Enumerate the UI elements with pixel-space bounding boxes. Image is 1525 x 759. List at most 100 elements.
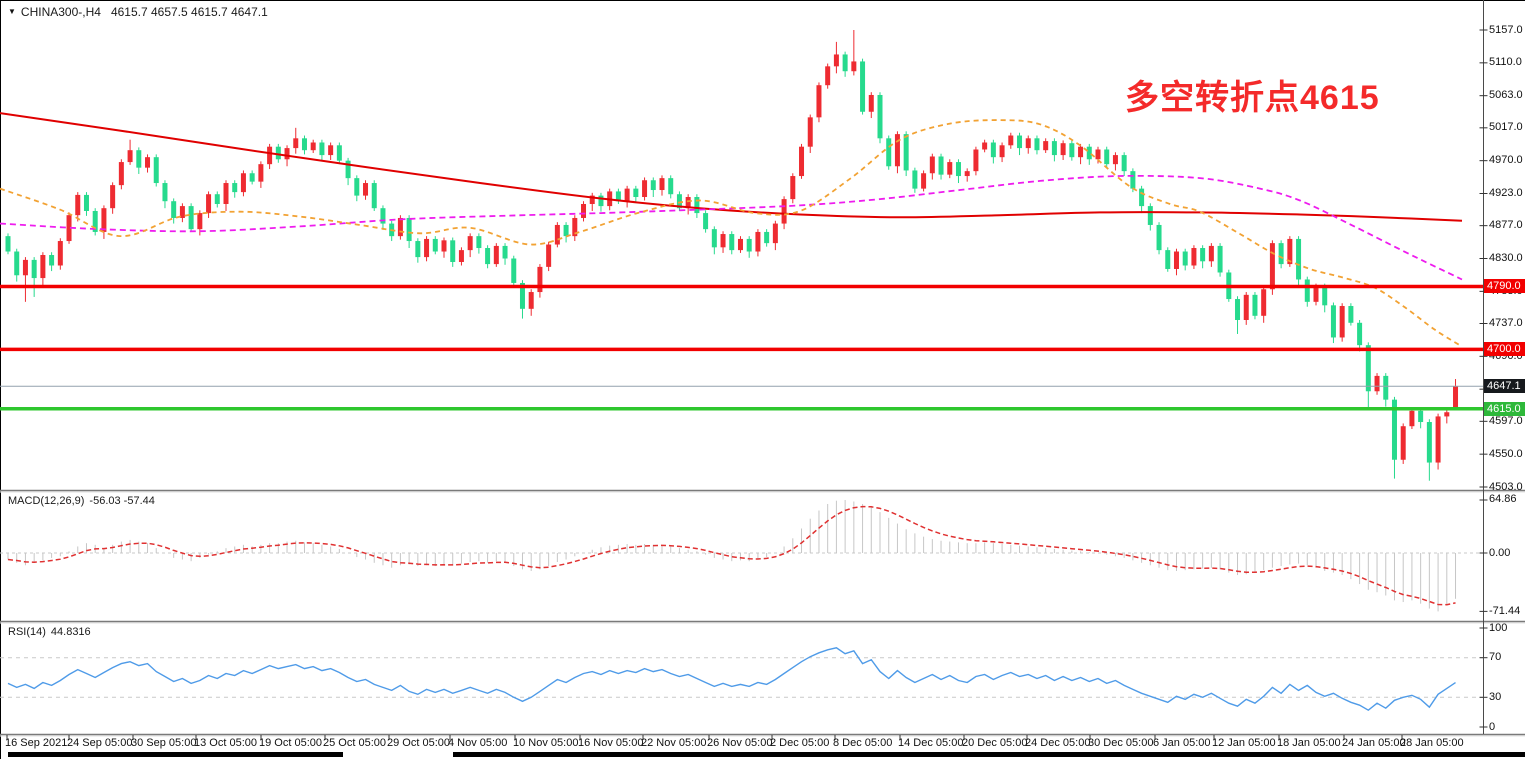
candle	[1296, 238, 1302, 280]
candle	[1374, 375, 1380, 392]
price-box-resistance-4700: 4700.0	[1484, 342, 1525, 357]
candle	[197, 213, 203, 230]
candle	[31, 259, 37, 279]
scrollbar-gap[interactable]	[343, 751, 453, 758]
annotation-text[interactable]: 多空转折点4615	[1125, 79, 1380, 117]
candle	[249, 173, 255, 182]
candle	[1287, 238, 1293, 265]
candle	[589, 195, 595, 204]
rsi-tick-70: 70	[1489, 651, 1502, 664]
candle	[807, 117, 813, 147]
candle	[493, 245, 499, 265]
candle	[1357, 322, 1363, 346]
candle	[1130, 171, 1136, 189]
candle	[83, 194, 89, 211]
candle	[40, 255, 46, 279]
candle	[1435, 416, 1441, 463]
price-box-support-4615: 4615.0	[1484, 401, 1525, 416]
candle	[511, 258, 517, 283]
time-label: 16 Sep 2021	[5, 737, 68, 749]
candle	[1217, 245, 1223, 273]
candle	[14, 251, 20, 276]
horizontal-scrollbar[interactable]	[8, 752, 1525, 757]
candle	[458, 250, 464, 262]
candle	[284, 148, 290, 160]
candle	[275, 146, 281, 160]
candle	[75, 194, 81, 216]
candle	[668, 178, 674, 195]
candle	[502, 245, 508, 259]
time-label: 6 Jan 05:00	[1153, 737, 1211, 749]
price-tick-5063.0: 5063.0	[1489, 89, 1523, 102]
candle	[1400, 426, 1406, 460]
time-label: 24 Jan 05:00	[1342, 737, 1406, 749]
candle	[1173, 251, 1179, 269]
price-tick-4737.0: 4737.0	[1489, 316, 1523, 329]
candle	[877, 94, 883, 139]
candle	[955, 162, 961, 177]
ma-line-mid_magenta	[0, 174, 1463, 281]
candle	[1104, 149, 1110, 165]
candle	[441, 240, 447, 252]
candle	[363, 183, 369, 196]
ma-line-fast_orange	[0, 119, 1463, 348]
time-label: 24 Sep 05:00	[67, 737, 133, 749]
candle	[1418, 410, 1424, 423]
candle	[406, 217, 412, 242]
candle	[737, 238, 743, 251]
candle	[1121, 155, 1127, 172]
candle	[1060, 143, 1066, 156]
time-label: 30 Dec 05:00	[1088, 737, 1154, 749]
candle	[633, 188, 639, 198]
candle	[1322, 286, 1328, 306]
candle	[694, 197, 700, 214]
time-label: 12 Jan 05:00	[1212, 737, 1276, 749]
time-label: 4 Nov 05:00	[448, 737, 508, 749]
candle	[22, 259, 28, 276]
candle	[127, 150, 133, 163]
candle	[624, 188, 630, 202]
price-tick-5157.0: 5157.0	[1489, 23, 1523, 36]
chart-title: ▼ CHINA300-,H4 4615.7 4657.5 4615.7 4647.1	[8, 5, 268, 19]
candle	[746, 238, 752, 252]
candle	[528, 292, 534, 309]
candle	[833, 54, 839, 67]
candle	[432, 238, 438, 252]
candle	[563, 224, 569, 237]
candle	[964, 171, 970, 177]
time-label: 16 Nov 05:00	[578, 737, 644, 749]
candle	[650, 180, 656, 191]
collapse-icon[interactable]: ▼	[8, 7, 16, 16]
time-label: 14 Dec 05:00	[898, 737, 964, 749]
candle	[1426, 422, 1432, 463]
time-label: 2 Dec 05:00	[770, 737, 830, 749]
time-label: 29 Oct 05:00	[387, 737, 450, 749]
candle	[136, 150, 142, 168]
price-tick-4923.0: 4923.0	[1489, 187, 1523, 199]
candle	[1043, 141, 1049, 151]
candle	[49, 255, 55, 266]
time-label: 25 Oct 05:00	[323, 737, 386, 749]
candle	[990, 142, 996, 158]
candle	[171, 201, 177, 218]
price-tick-5110.0: 5110.0	[1489, 56, 1522, 69]
candle	[1348, 306, 1354, 323]
candle	[711, 229, 717, 248]
candle	[328, 145, 334, 156]
time-label: 18 Jan 05:00	[1277, 737, 1341, 749]
time-label: 30 Sep 05:00	[131, 737, 197, 749]
candle	[685, 197, 691, 209]
time-label: 8 Dec 05:00	[833, 737, 893, 749]
time-label: 10 Nov 05:00	[513, 737, 579, 749]
price-tick-5017.0: 5017.0	[1489, 121, 1523, 134]
candle	[554, 224, 560, 245]
price-tick-4597.0: 4597.0	[1489, 414, 1523, 427]
candle	[1339, 306, 1345, 338]
candle	[206, 194, 212, 214]
time-label: 26 Nov 05:00	[707, 737, 773, 749]
candle	[467, 236, 473, 251]
rsi-label: RSI(14) 44.8316	[8, 626, 91, 638]
candle	[860, 61, 866, 112]
